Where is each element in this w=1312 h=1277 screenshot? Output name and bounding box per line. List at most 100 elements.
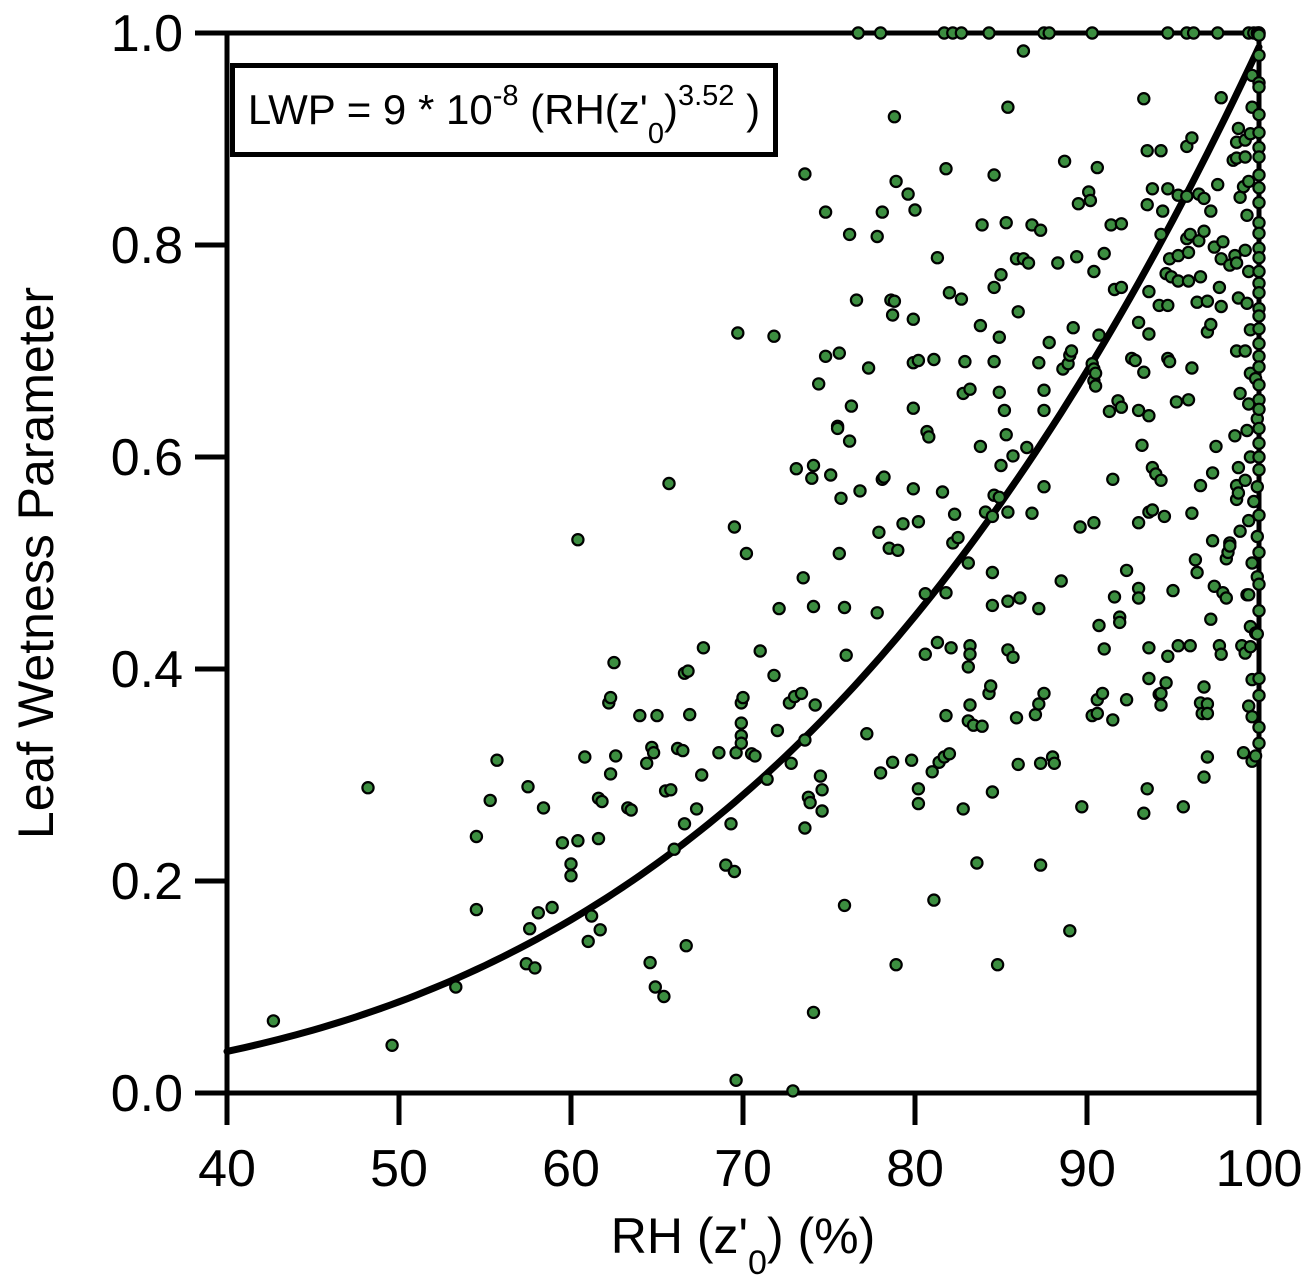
data-point xyxy=(824,468,838,482)
data-point xyxy=(935,485,950,499)
data-point xyxy=(1252,107,1266,122)
data-point xyxy=(1142,284,1156,299)
data-point xyxy=(1088,379,1103,393)
data-point xyxy=(961,660,976,674)
data-point xyxy=(1154,473,1168,487)
data-point xyxy=(1252,309,1266,323)
data-point xyxy=(887,109,902,124)
data-point xyxy=(873,26,888,40)
data-point xyxy=(1228,429,1242,443)
data-point xyxy=(958,354,972,369)
data-point xyxy=(925,765,939,779)
data-point xyxy=(469,829,484,844)
data-point xyxy=(1154,698,1168,712)
data-point xyxy=(1137,91,1151,106)
data-point xyxy=(887,294,902,308)
data-point xyxy=(1180,189,1194,203)
data-point xyxy=(1188,553,1203,567)
data-point xyxy=(789,462,804,476)
data-point xyxy=(873,766,888,780)
data-point xyxy=(1037,686,1051,701)
data-point xyxy=(1197,770,1211,784)
data-point xyxy=(1252,251,1266,265)
data-point xyxy=(1107,590,1122,604)
data-point xyxy=(1042,26,1056,40)
data-point xyxy=(1245,710,1259,724)
data-point xyxy=(1032,356,1046,370)
data-point xyxy=(1140,143,1154,158)
data-point xyxy=(947,507,962,521)
data-point xyxy=(571,533,585,547)
data-point xyxy=(483,793,497,808)
data-point xyxy=(911,782,926,796)
data-point xyxy=(805,471,819,485)
data-point xyxy=(1013,591,1027,605)
data-point xyxy=(806,1005,821,1020)
data-point xyxy=(748,749,762,763)
data-point xyxy=(712,746,726,760)
data-point xyxy=(683,707,697,722)
data-point xyxy=(956,802,970,816)
data-point xyxy=(906,482,921,496)
data-point xyxy=(997,403,1012,418)
data-point xyxy=(736,690,750,705)
data-point xyxy=(1248,749,1263,763)
equation-subscript: 0 xyxy=(647,118,664,151)
data-point xyxy=(729,1073,743,1088)
data-point xyxy=(1083,193,1098,208)
data-point xyxy=(564,857,578,871)
data-point xyxy=(990,958,1005,972)
data-point xyxy=(1231,121,1246,136)
data-point xyxy=(889,958,903,972)
data-point xyxy=(650,708,664,723)
data-point xyxy=(1252,125,1266,140)
data-point xyxy=(1097,642,1111,656)
data-point xyxy=(1106,713,1120,727)
data-point xyxy=(834,491,848,505)
data-point xyxy=(739,546,754,561)
data-point xyxy=(806,458,821,473)
data-point xyxy=(911,515,926,529)
data-point xyxy=(798,167,812,181)
data-point xyxy=(1231,460,1246,475)
data-point xyxy=(954,292,969,306)
data-point xyxy=(385,1038,399,1053)
data-point xyxy=(1033,858,1048,872)
data-point xyxy=(1214,647,1228,661)
data-point xyxy=(875,205,890,219)
data-point xyxy=(1092,328,1106,342)
data-point xyxy=(870,606,884,620)
data-point xyxy=(944,641,958,655)
equation-exponent: -8 xyxy=(492,80,519,112)
data-point xyxy=(1204,317,1218,332)
data-point xyxy=(885,755,900,770)
data-point xyxy=(1204,612,1218,626)
data-point xyxy=(861,361,876,375)
data-point xyxy=(1085,26,1099,40)
data-point xyxy=(584,909,599,923)
data-point xyxy=(1241,513,1256,528)
data-point xyxy=(536,801,551,815)
data-point xyxy=(1142,327,1156,341)
data-point xyxy=(818,205,833,219)
data-point xyxy=(798,733,812,747)
data-point xyxy=(906,401,921,415)
x-tick-label: 60 xyxy=(542,1140,600,1198)
data-point xyxy=(1161,182,1175,196)
data-point xyxy=(1209,439,1223,454)
y-tick-label: 0.6 xyxy=(111,429,183,487)
data-point xyxy=(555,836,570,850)
data-point xyxy=(1021,256,1036,270)
data-point xyxy=(667,842,681,856)
data-point xyxy=(985,565,1000,580)
data-point xyxy=(772,601,786,616)
data-point xyxy=(1042,335,1056,350)
data-point xyxy=(1252,80,1266,94)
data-point xyxy=(987,280,1001,295)
data-point xyxy=(851,26,865,40)
data-point xyxy=(1161,298,1175,313)
data-point xyxy=(1243,640,1258,654)
data-point xyxy=(999,428,1013,442)
data-point xyxy=(1069,250,1084,264)
data-point xyxy=(1214,90,1228,105)
